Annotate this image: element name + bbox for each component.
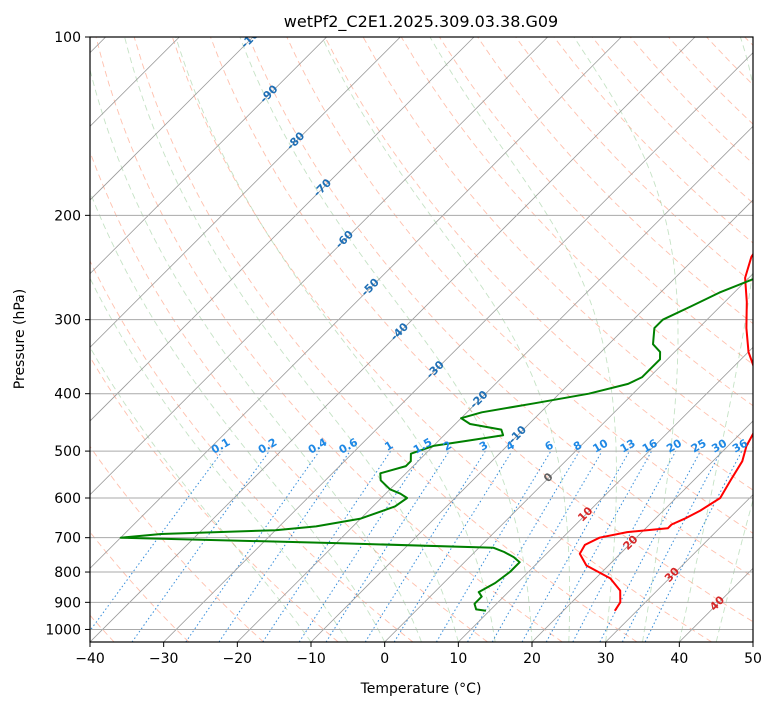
x-tick-label: 0 [380, 651, 389, 667]
mixing-ratio-line [131, 450, 270, 642]
dry-adiabat-line [210, 37, 753, 623]
isotherm-line [458, 346, 753, 642]
dry-adiabat-line [133, 37, 638, 642]
dry-adiabat-line [90, 356, 339, 642]
mixing-ratio-line [393, 450, 513, 642]
plot-frame [89, 36, 754, 643]
moist-adiabat-line [175, 37, 496, 642]
x-tick-label: −10 [296, 651, 326, 667]
temperature-line [578, 252, 753, 612]
x-tick-label: 20 [523, 651, 541, 667]
mixing-ratio-line [185, 450, 320, 642]
y-tick-label: 1000 [45, 622, 81, 638]
mixing-ratio-line [644, 450, 743, 642]
moist-adiabat-line [429, 37, 617, 642]
mixing-ratio-line [325, 450, 450, 642]
y-tick-label: 200 [54, 208, 81, 224]
moist-adiabat-line [124, 37, 459, 642]
moist-adiabat-line [573, 37, 679, 642]
mixing-ratio-line [298, 450, 425, 642]
isotherm-line [310, 199, 753, 642]
chart-title: wetPf2_C2E1.2025.309.03.38.G09 [284, 12, 558, 32]
x-tick-label: 30 [597, 651, 615, 667]
dry-adiabat-line [90, 445, 264, 642]
isotherm-line [384, 273, 753, 642]
mixing-ratio-line [218, 450, 351, 642]
profile-lines [119, 252, 753, 612]
dewpoint-line [119, 278, 753, 612]
isotherm-line [90, 37, 622, 569]
y-tick-label: 900 [54, 595, 81, 611]
pressure-gridlines [90, 37, 753, 630]
y-tick-label: 500 [54, 444, 81, 460]
isotherm-line [90, 37, 254, 201]
x-tick-label: −20 [223, 651, 253, 667]
y-axis-label: Pressure (hPa) [12, 289, 28, 389]
mixing-ratio-line [262, 450, 392, 642]
dry-adiabat-line [95, 37, 563, 642]
x-axis: −40 −30 −20 −10 0 10 20 30 40 50 [75, 642, 762, 667]
y-tick-label: 300 [54, 313, 81, 329]
x-tick-label: −40 [75, 651, 105, 667]
x-tick-label: 50 [744, 651, 762, 667]
isotherm-line [90, 37, 548, 496]
dry-adiabat-line [286, 37, 753, 534]
x-tick-label: −30 [149, 651, 179, 667]
y-tick-label: 600 [54, 491, 81, 507]
moist-adiabat-line [321, 37, 571, 642]
moist-adiabat-line [678, 37, 753, 642]
y-tick-label: 800 [54, 565, 81, 581]
isotherm-line [90, 37, 475, 422]
y-axis: 100 200 300 400 500 600 700 800 900 1000 [45, 30, 90, 638]
x-tick-label: 10 [449, 651, 467, 667]
moist-adiabat-line [239, 37, 533, 642]
isotherm-line [90, 37, 401, 348]
mixing-ratio-line [521, 450, 630, 642]
moist-adiabat-line [90, 190, 386, 642]
isotherm-line [605, 494, 753, 642]
isotherm-line [90, 37, 327, 275]
y-tick-label: 400 [54, 387, 81, 403]
isotherm-line [237, 125, 753, 642]
dry-adiabat-line [324, 37, 753, 491]
y-tick-label: 700 [54, 531, 81, 547]
moist-adiabat-line [90, 67, 422, 642]
x-tick-label: 40 [670, 651, 688, 667]
mixing-ratio-line [572, 450, 677, 642]
moist-adiabat-line [90, 277, 349, 642]
isotherm-line [531, 420, 753, 642]
x-axis-label: Temperature (°C) [360, 681, 482, 697]
dry-adiabat-line [248, 37, 753, 578]
dry-adiabat-line [171, 37, 712, 642]
moist-adiabat-line [715, 498, 753, 642]
mixing-ratio-line [90, 450, 223, 632]
isotherm-line [90, 37, 696, 642]
dry-adiabat-line [90, 259, 414, 642]
mixing-ratio-line [545, 450, 653, 642]
y-tick-label: 100 [54, 30, 81, 46]
